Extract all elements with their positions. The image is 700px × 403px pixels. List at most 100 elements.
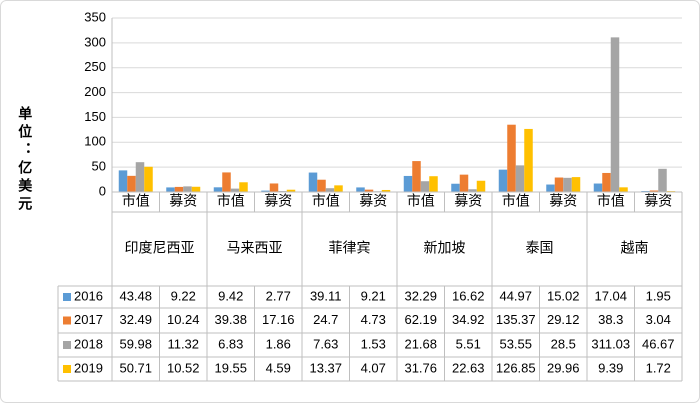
table-value: 10.24 [167, 312, 200, 327]
bar [135, 162, 145, 192]
table-value: 50.71 [119, 360, 152, 375]
bar [166, 187, 175, 192]
bar [144, 166, 153, 192]
bar [476, 180, 486, 192]
table-value: 6.83 [218, 336, 243, 351]
table-value: 1.95 [646, 288, 671, 303]
x-tick-label: 市值 [407, 193, 435, 209]
group-label: 新加坡 [424, 240, 466, 256]
table-value: 4.07 [361, 360, 386, 375]
table-value: 311.03 [591, 336, 630, 351]
x-tick-label: 市值 [217, 193, 245, 209]
table-value: 135.37 [496, 312, 536, 327]
table-value: 15.02 [547, 288, 580, 303]
legend-label: 2017 [74, 312, 103, 327]
table-value: 9.39 [598, 360, 623, 375]
bar [334, 185, 343, 192]
bar [602, 172, 611, 192]
bar [459, 174, 469, 192]
y-tick-label: 250 [84, 59, 106, 74]
table-value: 31.76 [404, 360, 437, 375]
bar [403, 175, 413, 192]
table-value: 21.68 [404, 336, 437, 351]
bar [546, 184, 555, 192]
y-tick-label: 0 [99, 183, 106, 198]
table-value: 11.32 [167, 336, 199, 351]
bar [658, 168, 667, 192]
bar [593, 183, 603, 192]
x-tick-label: 市值 [122, 193, 150, 209]
bar [571, 177, 581, 192]
bar [468, 189, 477, 192]
x-tick-label: 募资 [169, 193, 197, 209]
legend-swatch [63, 293, 71, 301]
bar [118, 170, 128, 192]
table-value: 16.62 [452, 288, 485, 303]
bar [649, 190, 659, 192]
y-tick-label: 350 [84, 9, 106, 24]
table-value: 43.48 [119, 288, 152, 303]
x-tick-label: 募资 [359, 193, 387, 209]
table-value: 34.92 [452, 312, 485, 327]
bar [213, 187, 223, 192]
table-value: 4.59 [266, 360, 291, 375]
legend-label: 2018 [74, 336, 103, 351]
x-tick-label: 募资 [454, 193, 482, 209]
table-value: 10.52 [167, 360, 200, 375]
table-value: 1.53 [361, 336, 386, 351]
bar [230, 188, 240, 192]
group-label: 菲律宾 [329, 240, 371, 256]
bar [429, 176, 438, 192]
table-value: 28.5 [551, 336, 576, 351]
table-value: 1.72 [646, 360, 671, 375]
legend-swatch [63, 341, 71, 349]
bar [317, 179, 326, 192]
table-value: 19.55 [214, 360, 247, 375]
table-value: 4.73 [361, 312, 386, 327]
legend-label: 2019 [74, 360, 103, 375]
bar [451, 183, 460, 192]
group-label: 印度尼西亚 [125, 240, 195, 256]
bar [498, 169, 508, 192]
group-label: 马来西亚 [227, 240, 283, 256]
bar [356, 187, 365, 192]
bar [325, 188, 335, 192]
table-value: 44.97 [499, 288, 532, 303]
table-value: 9.42 [218, 288, 243, 303]
table-value: 13.37 [309, 360, 342, 375]
table-value: 3.04 [646, 312, 671, 327]
y-tick-label: 300 [84, 34, 106, 49]
x-tick-label: 募资 [644, 193, 672, 209]
bar [308, 172, 318, 192]
table-value: 22.63 [452, 360, 485, 375]
group-label: 越南 [621, 240, 649, 256]
table-value: 32.49 [119, 312, 152, 327]
legend-label: 2016 [74, 288, 103, 303]
y-tick-label: 50 [92, 159, 106, 174]
table-value: 32.29 [404, 288, 437, 303]
bar [610, 37, 620, 192]
table-value: 39.38 [214, 312, 247, 327]
bar [222, 172, 231, 192]
table-value: 24.7 [313, 312, 338, 327]
bar [239, 182, 248, 192]
table-value: 9.21 [361, 288, 386, 303]
table-value: 46.67 [642, 336, 675, 351]
y-tick-label: 200 [84, 84, 106, 99]
bar [364, 189, 374, 192]
bar [515, 165, 525, 192]
bar [507, 124, 516, 192]
table-value: 17.16 [262, 312, 295, 327]
group-label: 泰国 [526, 240, 554, 256]
table-value: 5.51 [456, 336, 481, 351]
bar [524, 128, 533, 192]
x-tick-label: 市值 [502, 193, 530, 209]
table-value: 2.77 [266, 288, 291, 303]
bar [127, 175, 136, 192]
bar [412, 161, 421, 192]
table-value: 53.55 [499, 336, 532, 351]
bar [174, 186, 184, 192]
bar [563, 177, 572, 192]
bar [381, 189, 391, 192]
